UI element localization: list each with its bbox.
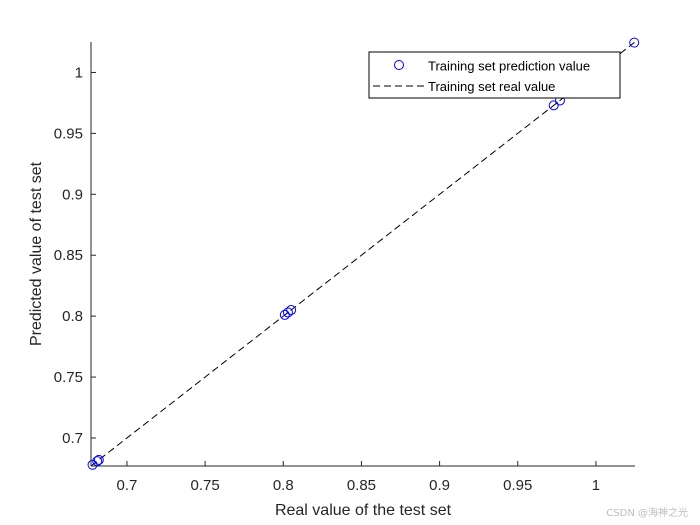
plot-area xyxy=(87,37,640,470)
x-axis-label: Real value of the test set xyxy=(275,502,452,519)
y-tick-label: 0.8 xyxy=(62,308,83,325)
data-point xyxy=(279,309,290,320)
x-tick-label: 0.85 xyxy=(347,477,376,494)
x-tick-label: 0.75 xyxy=(191,477,220,494)
data-point xyxy=(282,307,293,318)
y-tick-label: 0.85 xyxy=(54,247,83,264)
y-axis-label: Predicted value of test set xyxy=(28,161,45,346)
x-tick-label: 1 xyxy=(592,477,600,494)
legend-box xyxy=(368,51,621,99)
data-point xyxy=(629,37,640,48)
legend-label-real: Training set real value xyxy=(428,79,555,94)
data-point xyxy=(548,100,559,111)
x-tick-label: 0.9 xyxy=(429,477,450,494)
y-tick-label: 0.7 xyxy=(62,430,83,447)
data-point xyxy=(93,454,104,465)
y-tick-label: 1 xyxy=(75,64,83,81)
y-tick-label: 0.75 xyxy=(54,369,83,386)
y-tick-label: 0.9 xyxy=(62,186,83,203)
y-tick-label: 0.95 xyxy=(54,125,83,142)
legend: Training set prediction value Training s… xyxy=(368,51,621,99)
x-tick-label: 0.8 xyxy=(273,477,294,494)
reference-line xyxy=(90,41,636,467)
legend-marker-prediction xyxy=(394,60,404,70)
x-tick-label: 0.95 xyxy=(503,477,532,494)
x-tick-label: 0.7 xyxy=(117,477,138,494)
data-point xyxy=(286,305,297,316)
watermark: CSDN @海神之光 xyxy=(606,508,688,519)
legend-label-prediction: Training set prediction value xyxy=(428,59,590,74)
axes: 0.7 0.75 0.8 0.85 0.9 0.95 1 0.7 0.75 0.8 0.85 0.9 0… xyxy=(54,42,635,494)
